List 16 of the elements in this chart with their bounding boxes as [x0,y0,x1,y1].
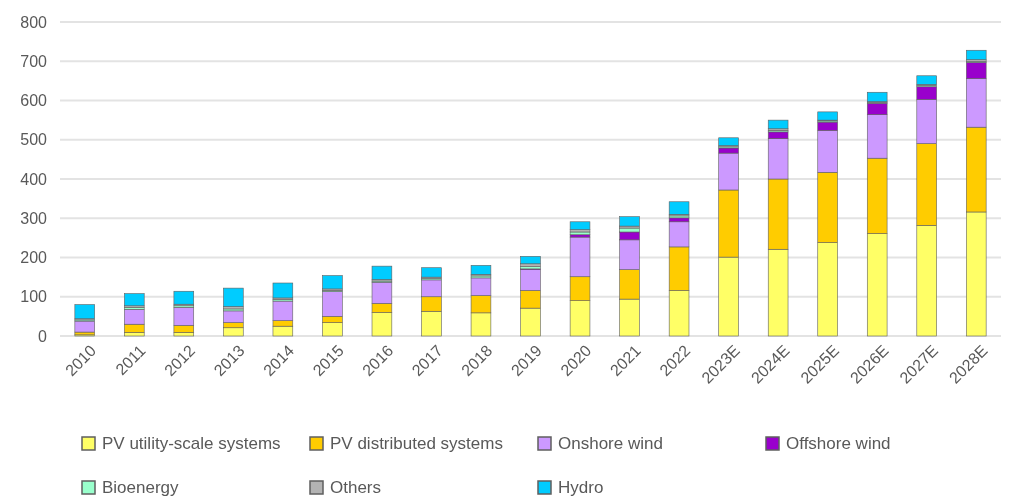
y-tick-label: 0 [38,327,48,345]
y-tick-label: 300 [20,209,48,227]
y-tick-label: 200 [20,249,48,267]
legend-label: Offshore wind [786,434,891,453]
legend-label: Onshore wind [558,434,663,453]
legend-label: Hydro [558,478,604,497]
y-tick-label: 800 [20,13,48,31]
y-tick-label: 600 [20,92,48,110]
y-tick-label: 500 [20,131,48,149]
y-tick-label: 700 [20,52,48,70]
legend-label: Others [330,478,382,497]
y-tick-label: 100 [20,288,48,306]
legend-label: PV distributed systems [330,434,503,453]
legend-label: PV utility-scale systems [102,434,281,453]
y-tick-label: 400 [20,170,48,188]
legend-label: Bioenergy [102,478,180,497]
